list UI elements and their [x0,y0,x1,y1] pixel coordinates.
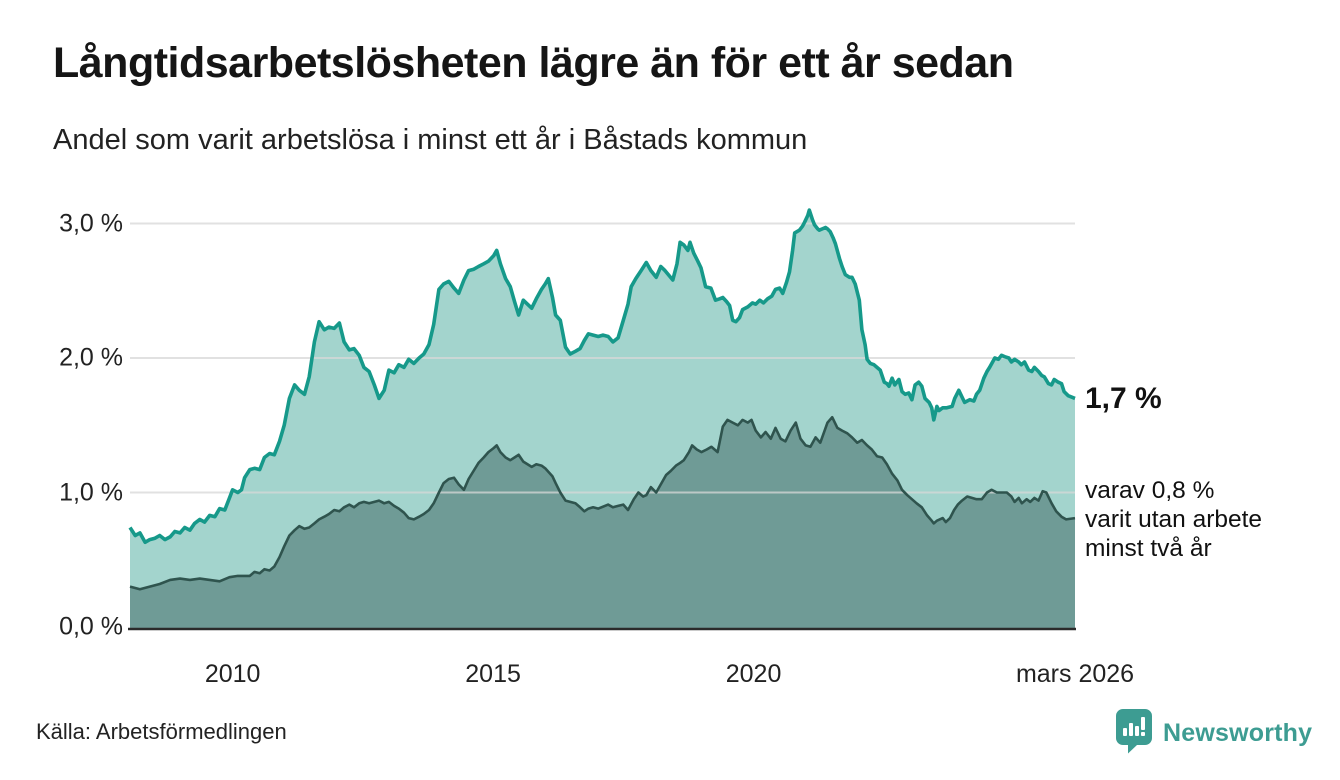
branding: Newsworthy [1115,708,1312,759]
x-tick-label: 2015 [465,660,521,688]
series-two-year-area [130,417,1075,628]
end-value-annotation: 1,7 % [1085,382,1162,415]
y-tick-label: 3,0 % [59,209,123,237]
y-tick-label: 0,0 % [59,612,123,641]
newsworthy-chart-bubble-icon [1115,708,1153,759]
x-tick-label: 2010 [204,660,261,688]
y-tick-label: 1,0 % [59,478,123,506]
source-note: Källa: Arbetsförmedlingen [36,719,287,744]
series-one-year-line [128,208,1076,545]
brand-name: Newsworthy [1163,719,1313,747]
series-two-year-line [129,415,1076,591]
page-subtitle: Andel som varit arbetslösa i minst ett å… [53,124,808,156]
x-tick-label: mars 2026 [1015,660,1135,688]
x-tick-label: 2020 [725,660,782,688]
y-tick-label: 2,0 % [59,343,123,372]
secondary-annotation: varav 0,8 % varit utan arbete minst två … [1085,477,1263,562]
page-title: Långtidsarbetslösheten lägre än för ett … [53,39,1014,87]
